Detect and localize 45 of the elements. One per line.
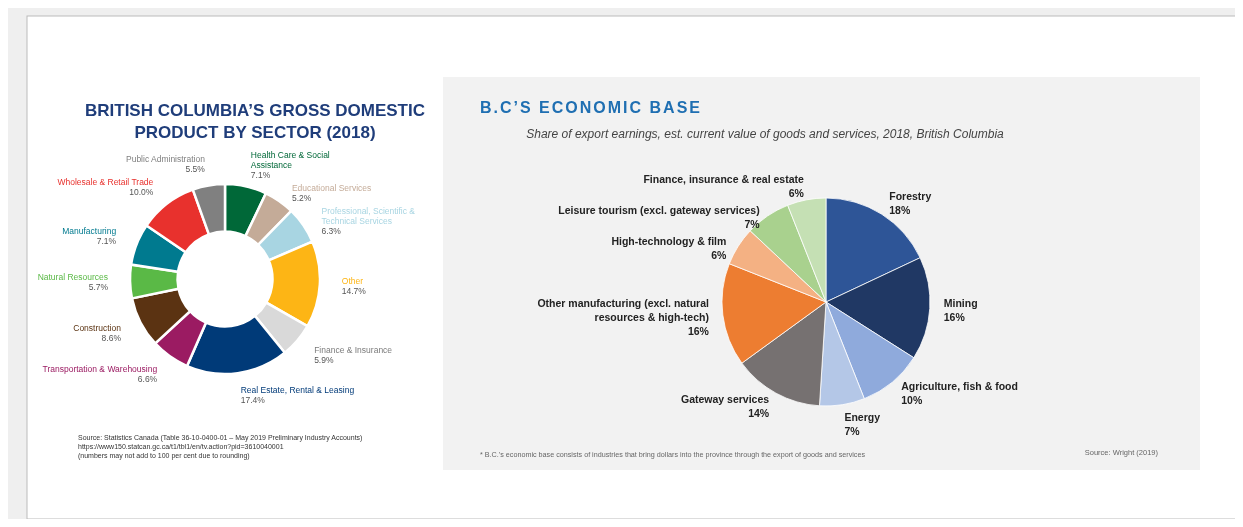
slice-label: Public Administration bbox=[126, 153, 206, 164]
data-label: 8.6% bbox=[101, 332, 122, 343]
slice-label: Construction bbox=[73, 322, 122, 333]
data-label: 10% bbox=[901, 394, 923, 407]
data-label: 7% bbox=[744, 218, 761, 231]
data-label: 14% bbox=[748, 406, 770, 419]
data-label: 14.7% bbox=[341, 285, 367, 296]
data-label: 5.2% bbox=[291, 192, 312, 203]
slice-label: Leisure tourism (excl. gateway services) bbox=[558, 204, 760, 217]
slice-label: Finance, insurance & real estate bbox=[643, 173, 805, 186]
slice-label: High-technology & film bbox=[611, 235, 727, 248]
data-label: 7.1% bbox=[250, 169, 271, 180]
data-label: 6% bbox=[711, 249, 728, 262]
slice-label: Forestry bbox=[889, 189, 932, 202]
slice-label: Mining bbox=[943, 296, 978, 309]
slice-label: Real Estate, Rental & Leasing bbox=[240, 384, 355, 395]
data-label: 18% bbox=[889, 203, 911, 216]
data-label: 17.4% bbox=[240, 394, 266, 405]
data-label: 5.5% bbox=[185, 163, 206, 174]
slice-label: Transportation & Warehousing bbox=[42, 364, 158, 375]
data-label: 6% bbox=[788, 187, 805, 200]
slice-label: Energy bbox=[844, 411, 881, 424]
slice-label: Health Care & Social Assistance bbox=[250, 149, 330, 170]
chart-subtitle: Share of export earnings, est. current value of goods and services, 2018, British Columbia bbox=[526, 127, 1005, 141]
slice-label: Wholesale & Retail Trade bbox=[57, 176, 154, 187]
slice-label: Finance & Insurance bbox=[314, 344, 393, 355]
slice-label: Educational Services bbox=[291, 182, 372, 193]
data-label: 10.0% bbox=[129, 186, 154, 197]
slice-label: Professional, Scientific & Technical Services bbox=[321, 205, 416, 226]
slice-label: Agriculture, fish & food bbox=[901, 380, 1018, 393]
slice-label: Other bbox=[341, 275, 364, 286]
data-label: 5.7% bbox=[88, 282, 109, 293]
data-label: 6.3% bbox=[321, 225, 342, 236]
data-label: 5.9% bbox=[314, 354, 334, 365]
data-label: 7.1% bbox=[96, 236, 117, 247]
chart-title: B.C’S ECONOMIC BASE bbox=[480, 99, 703, 116]
slice-label: Other manufacturing (excl. natural resources & high-tech) bbox=[537, 296, 709, 323]
data-label: 16% bbox=[687, 324, 710, 337]
slice-label: Manufacturing bbox=[62, 226, 117, 237]
slice-label: Natural Resources bbox=[37, 272, 109, 283]
data-label: 16% bbox=[943, 310, 966, 323]
data-label: 6.6% bbox=[137, 374, 158, 385]
chart-title: BRITISH COLUMBIA’S GROSS DOMESTIC PRODUCT BY SECTOR (2018) bbox=[84, 101, 426, 142]
slice-label: Gateway services bbox=[681, 392, 770, 405]
data-label: 7% bbox=[844, 425, 861, 438]
